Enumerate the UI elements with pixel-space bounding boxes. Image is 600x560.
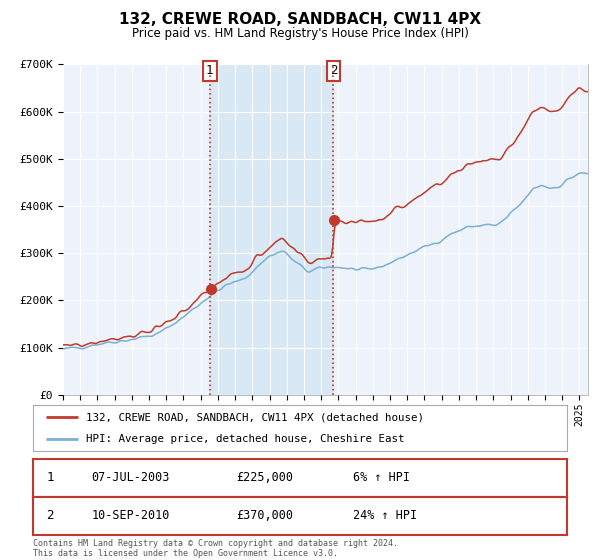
Text: £370,000: £370,000 xyxy=(236,509,293,522)
Text: Price paid vs. HM Land Registry's House Price Index (HPI): Price paid vs. HM Land Registry's House … xyxy=(131,27,469,40)
Text: 132, CREWE ROAD, SANDBACH, CW11 4PX: 132, CREWE ROAD, SANDBACH, CW11 4PX xyxy=(119,12,481,27)
Text: 24% ↑ HPI: 24% ↑ HPI xyxy=(353,509,418,522)
Text: 132, CREWE ROAD, SANDBACH, CW11 4PX (detached house): 132, CREWE ROAD, SANDBACH, CW11 4PX (det… xyxy=(86,412,424,422)
Text: 2: 2 xyxy=(329,64,337,77)
Text: 6% ↑ HPI: 6% ↑ HPI xyxy=(353,471,410,484)
Text: Contains HM Land Registry data © Crown copyright and database right 2024.
This d: Contains HM Land Registry data © Crown c… xyxy=(33,539,398,558)
Text: £225,000: £225,000 xyxy=(236,471,293,484)
Text: HPI: Average price, detached house, Cheshire East: HPI: Average price, detached house, Ches… xyxy=(86,435,405,444)
Text: 10-SEP-2010: 10-SEP-2010 xyxy=(92,509,170,522)
Text: 1: 1 xyxy=(46,471,54,484)
Text: 2: 2 xyxy=(46,509,54,522)
Text: 1: 1 xyxy=(206,64,214,77)
Bar xyxy=(209,64,334,395)
Text: 07-JUL-2003: 07-JUL-2003 xyxy=(92,471,170,484)
